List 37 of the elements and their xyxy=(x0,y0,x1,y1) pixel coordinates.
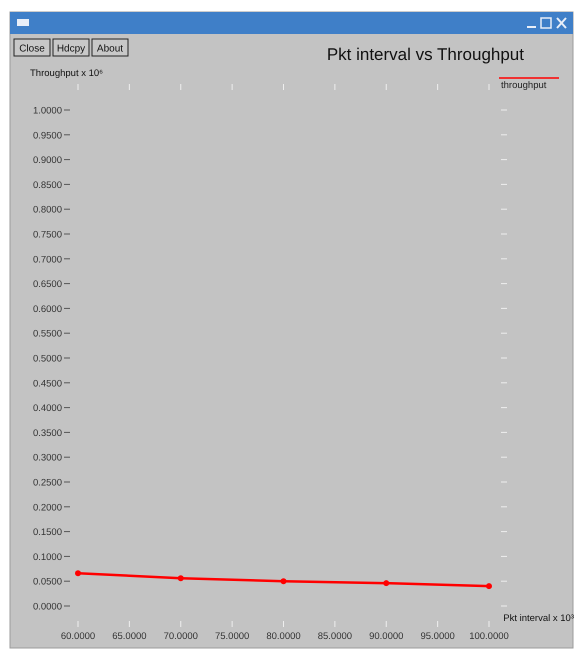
y-tick-label: 0.4000 xyxy=(32,403,62,414)
y-tick-label: 0.5500 xyxy=(32,328,62,340)
y-axis-title: Throughput x 10⁶ xyxy=(30,68,104,79)
y-tick-label: 0.0000 xyxy=(32,602,62,612)
y-tick-label: 0.8500 xyxy=(32,180,62,191)
x-tick-label: 80.0000 xyxy=(266,631,301,642)
y-tick-label: 0.3500 xyxy=(32,428,62,439)
y-tick-label: 0.4500 xyxy=(32,378,62,390)
x-axis-title: Pkt interval x 10³ xyxy=(503,613,574,624)
chart-title: Pkt interval vs Throughput xyxy=(326,45,524,64)
x-tick-label: 85.0000 xyxy=(318,631,352,642)
y-tick-label: 0.0500 xyxy=(32,576,62,588)
x-tick-label: 60.0000 xyxy=(60,631,96,642)
x-tick-label: 90.0000 xyxy=(369,631,404,642)
y-tick-label: 0.6000 xyxy=(32,304,62,315)
y-tick-label: 0.8000 xyxy=(32,204,62,216)
x-tick-label: 70.0000 xyxy=(164,631,198,642)
y-tick-label: 1.0000 xyxy=(32,106,62,116)
y-tick-label: 0.1000 xyxy=(32,552,62,563)
y-tick-label: 0.7000 xyxy=(32,254,62,266)
y-tick-label: 0.2500 xyxy=(32,478,62,488)
text: throughput xyxy=(501,80,547,91)
x-tick-label: 95.0000 xyxy=(420,631,455,642)
button: About xyxy=(92,38,128,56)
x-tick-label: 65.0000 xyxy=(112,631,147,642)
x-tick-label: 75.0000 xyxy=(214,631,250,642)
y-tick-label: 0.2000 xyxy=(32,502,62,514)
y-tick-label: 0.9000 xyxy=(32,155,62,166)
y-tick-label: 0.6500 xyxy=(32,279,62,290)
y-tick-label: 0.3000 xyxy=(32,452,62,464)
y-tick-label: 0.9500 xyxy=(32,130,62,142)
button: Close xyxy=(14,38,50,56)
y-tick-label: 0.1500 xyxy=(32,527,62,538)
x-tick-label: 100.0000 xyxy=(469,631,509,642)
y-tick-label: 0.5000 xyxy=(32,354,62,364)
button: Hdcpy xyxy=(52,38,90,56)
y-tick-label: 0.7500 xyxy=(32,230,62,240)
